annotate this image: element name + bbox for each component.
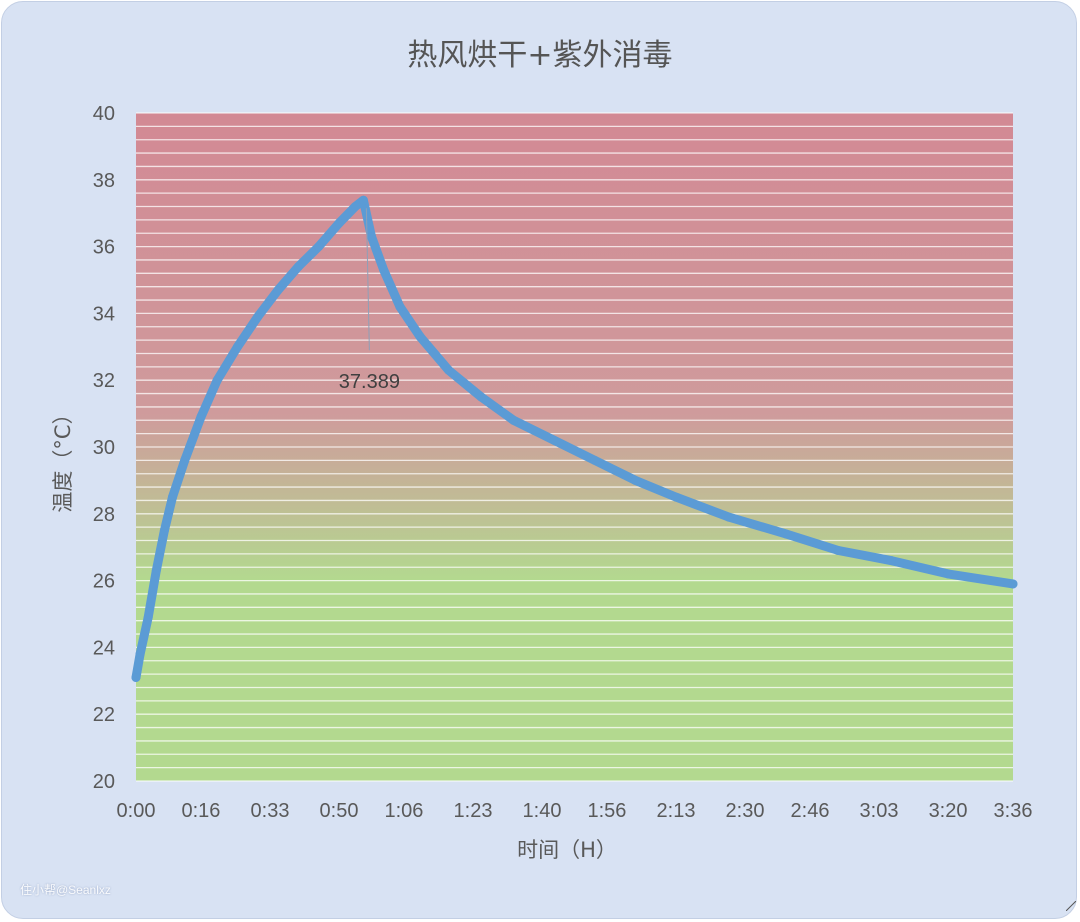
data-point	[833, 546, 843, 556]
y-tick-label: 32	[93, 370, 115, 392]
data-point	[358, 195, 368, 205]
y-tick-label: 40	[93, 103, 115, 125]
gridlines	[136, 112, 1013, 782]
data-point	[168, 492, 178, 502]
data-point	[334, 218, 344, 228]
y-axis-ticks: 20 22 24 26 28 30 32 34 36 38 40	[93, 103, 115, 793]
x-tick-label: 3:20	[929, 800, 968, 822]
x-tick-label: 2:30	[726, 800, 765, 822]
annotation-leader	[365, 208, 370, 351]
x-tick-label: 0:33	[251, 800, 290, 822]
data-point	[415, 332, 425, 342]
data-point	[253, 312, 263, 322]
annotations: 37.389	[339, 208, 400, 393]
data-point	[886, 556, 896, 566]
data-point	[509, 415, 519, 425]
x-tick-label: 0:16	[181, 800, 220, 822]
data-point	[212, 375, 222, 385]
data-point	[395, 302, 405, 312]
data-point	[293, 262, 303, 272]
data-point	[671, 492, 681, 502]
data-point	[549, 435, 559, 445]
y-tick-label: 26	[93, 571, 115, 593]
x-tick-label: 0:00	[117, 800, 156, 822]
data-point	[1008, 579, 1018, 589]
y-tick-label: 36	[93, 237, 115, 259]
corner-mark	[1066, 901, 1076, 911]
data-point	[590, 455, 600, 465]
x-tick-label: 1:06	[385, 800, 424, 822]
series-temperature	[131, 195, 1018, 682]
data-point	[314, 242, 324, 252]
annotation-label: 37.389	[339, 371, 400, 393]
x-tick-label: 1:56	[588, 800, 627, 822]
x-axis-label: 时间（H）	[517, 838, 617, 862]
x-tick-label: 1:40	[523, 800, 562, 822]
x-tick-label: 2:13	[657, 800, 696, 822]
data-point	[159, 526, 169, 535]
y-tick-label: 20	[93, 771, 115, 793]
x-tick-label: 2:46	[791, 800, 830, 822]
data-point	[180, 455, 190, 465]
x-axis-ticks: 0:00 0:16 0:33 0:50 1:06 1:23 1:40 1:56 2:13 2:30…	[117, 800, 1033, 822]
data-point	[143, 612, 153, 622]
data-point	[350, 202, 360, 212]
x-tick-label: 3:03	[860, 800, 899, 822]
data-point	[233, 342, 243, 352]
data-point	[724, 512, 734, 522]
chart-title: 热风烘干+紫外消毒	[407, 38, 673, 73]
watermark: 住小帮@Seanlxz	[20, 883, 111, 897]
data-point	[196, 412, 206, 422]
y-tick-label: 30	[93, 437, 115, 459]
y-tick-label: 22	[93, 704, 115, 726]
data-point	[131, 672, 141, 682]
data-point	[630, 475, 640, 485]
data-point	[135, 649, 145, 659]
x-tick-label: 3:36	[994, 800, 1033, 822]
y-axis-label: 温度（°C）	[51, 403, 75, 512]
y-tick-label: 24	[93, 637, 115, 659]
data-point	[444, 365, 454, 375]
data-point	[476, 392, 486, 402]
y-tick-label: 34	[93, 303, 115, 325]
data-point	[151, 566, 161, 576]
data-point	[781, 529, 791, 539]
y-tick-label: 38	[93, 170, 115, 192]
data-point	[273, 285, 283, 295]
y-tick-label: 28	[93, 504, 115, 526]
data-point	[379, 265, 389, 275]
data-point	[366, 232, 376, 242]
series-line	[131, 195, 1018, 682]
x-tick-label: 0:50	[320, 800, 359, 822]
x-tick-label: 1:23	[454, 800, 493, 822]
data-point	[943, 569, 953, 579]
